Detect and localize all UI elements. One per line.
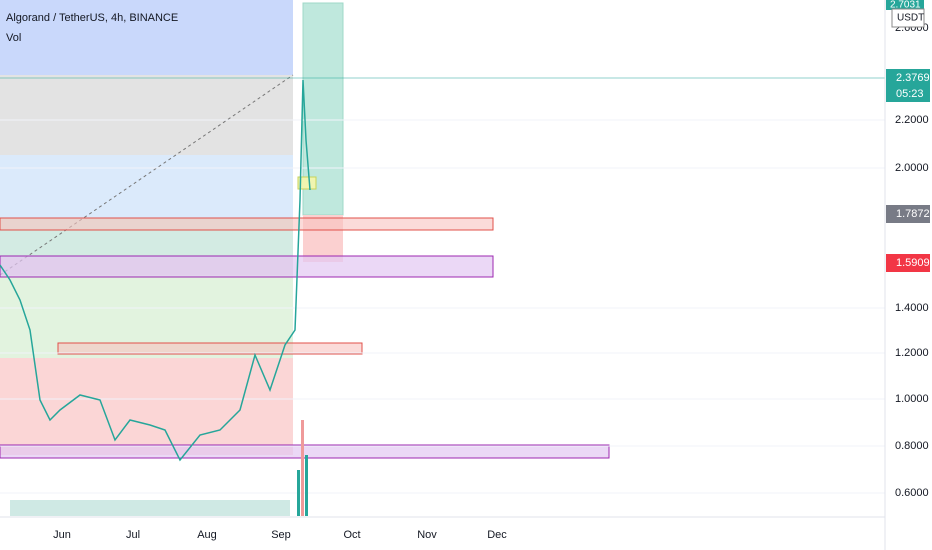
time-axis: Jun Jul Aug Sep Oct Nov Dec bbox=[53, 529, 507, 541]
time-label: Dec bbox=[487, 529, 507, 541]
countdown: 05:23 bbox=[896, 88, 924, 100]
price-label: 1.0000 bbox=[895, 393, 929, 405]
price-label: 0.6000 bbox=[895, 487, 929, 499]
price-axis: 2.6000 2.2000 2.0000 1.4000 1.2000 1.000… bbox=[886, 0, 930, 499]
price-label: 1.4000 bbox=[895, 302, 929, 314]
time-label: Jun bbox=[53, 529, 71, 541]
price-label: 2.2000 bbox=[895, 114, 929, 126]
indicator-label: Vol bbox=[6, 32, 21, 44]
currency: USDT bbox=[897, 13, 924, 24]
volume-bars bbox=[10, 420, 308, 516]
grid bbox=[0, 119, 885, 494]
top-badge: 2.7031 bbox=[890, 0, 921, 11]
time-label: Sep bbox=[271, 529, 291, 541]
level-badge: 1.7872 bbox=[896, 208, 930, 220]
level-badge: 1.5909 bbox=[896, 257, 930, 269]
price-label: 2.0000 bbox=[895, 162, 929, 174]
time-label: Oct bbox=[343, 529, 360, 541]
price-series bbox=[0, 79, 311, 462]
drawing-zones bbox=[0, 0, 885, 459]
price-label: 0.8000 bbox=[895, 440, 929, 452]
last-price: 2.3769 bbox=[896, 72, 930, 84]
time-label: Nov bbox=[417, 529, 437, 541]
price-label: 1.2000 bbox=[895, 347, 929, 359]
chart-title: Algorand / TetherUS, 4h, BINANCE bbox=[6, 12, 178, 24]
time-label: Jul bbox=[126, 529, 140, 541]
time-label: Aug bbox=[197, 529, 217, 541]
